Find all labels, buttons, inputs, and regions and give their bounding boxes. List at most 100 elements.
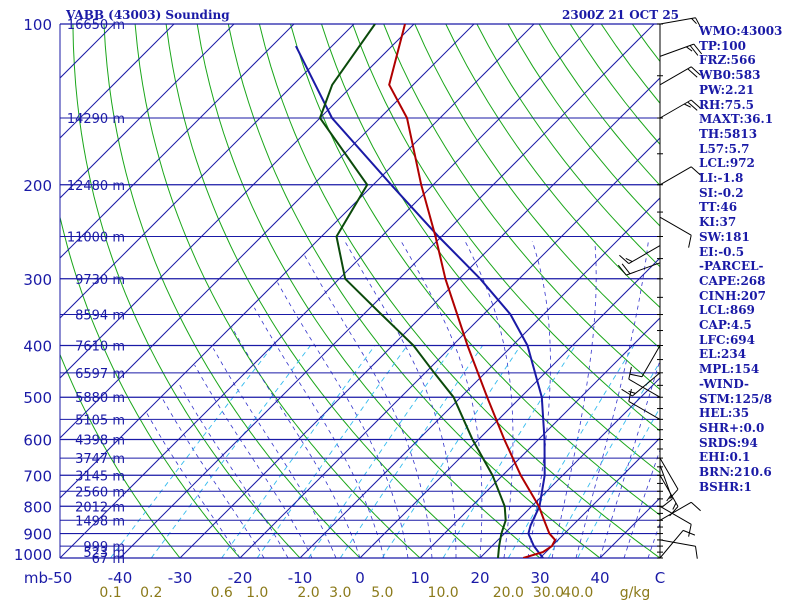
isotherm-line	[419, 317, 660, 558]
temperature-label: 10	[410, 569, 429, 587]
parcel-trace	[295, 45, 546, 558]
isotherm-line	[539, 437, 660, 558]
height-label: 3747 m	[75, 452, 125, 467]
isotherm-lines	[60, 24, 660, 558]
wind-barb	[659, 539, 698, 559]
height-label: 7610 m	[75, 340, 125, 355]
height-label: 5880 m	[75, 391, 125, 406]
mixing-ratio-label: 0.2	[140, 585, 162, 600]
isotherm-line	[479, 377, 660, 558]
stat-item: EHI:0.1	[699, 450, 751, 465]
temperature-label: 20	[470, 569, 489, 587]
stat-item: SI:-0.2	[699, 185, 744, 200]
stat-item: MPL:154	[699, 362, 760, 377]
stat-item: PW:2.21	[699, 82, 755, 97]
moist-adiabat	[212, 348, 337, 558]
isotherm-line	[179, 77, 660, 558]
moist-adiabat	[599, 358, 660, 558]
stat-item: L57:5.7	[699, 141, 750, 156]
stat-item: WB0:583	[699, 68, 761, 83]
mixing-ratio-line	[548, 360, 660, 558]
mixing-ratio-unit-label: g/kg	[620, 585, 651, 600]
wind-barb	[659, 501, 701, 521]
isotherm-line	[239, 137, 660, 558]
isotherm-line	[60, 24, 295, 259]
stat-item: SRDS:94	[699, 435, 758, 450]
wind-barb	[659, 17, 702, 30]
wind-barb	[628, 388, 661, 420]
temperature-label: -30	[168, 569, 193, 587]
isotherm-line	[60, 24, 535, 499]
height-label: 999 m	[83, 540, 125, 555]
mixing-ratio-line	[507, 345, 635, 558]
pressure-label: 500	[23, 389, 52, 407]
pressure-label: 800	[23, 498, 52, 516]
temperature-label: -40	[108, 569, 133, 587]
isotherm-line	[60, 24, 175, 139]
wind-barb	[619, 245, 661, 265]
isotherm-line	[60, 24, 595, 558]
mixing-ratio-label: 40.0	[562, 585, 593, 600]
isotherm-line	[60, 24, 235, 199]
stat-item: LFC:694	[699, 332, 755, 347]
pressure-label: 700	[23, 467, 52, 485]
wind-barb	[629, 345, 661, 378]
mixing-ratio-line	[110, 345, 274, 558]
height-label: 5105 m	[75, 413, 125, 428]
stat-item: -PARCEL-	[699, 259, 764, 274]
isotherm-line	[119, 24, 655, 558]
temperature-label: -50	[48, 569, 73, 587]
mixing-ratio-label: 10.0	[428, 585, 459, 600]
sounding-profiles	[295, 24, 557, 558]
stat-item: LCL:972	[699, 156, 755, 171]
height-label: 9730 m	[75, 273, 125, 288]
mixing-ratio-line	[339, 345, 483, 558]
dry-adiabat	[165, 24, 481, 558]
wind-barb	[659, 505, 692, 537]
moist-adiabat	[527, 240, 551, 558]
wind-barb	[659, 166, 701, 186]
stat-item: LCL:869	[699, 303, 755, 318]
wind-barb	[659, 43, 703, 57]
moist-adiabat	[178, 382, 289, 558]
stat-item: SHR+:0.0	[699, 420, 765, 435]
wind-barb	[628, 366, 661, 398]
height-label: 67 m	[92, 552, 125, 567]
moist-adiabat	[231, 327, 361, 558]
wind-barb	[659, 529, 696, 559]
stat-item: BRN:210.6	[699, 465, 772, 480]
moist-adiabat	[575, 241, 649, 558]
height-label: 3145 m	[75, 469, 125, 484]
height-label: 14290 m	[67, 112, 125, 127]
mixing-ratio-line	[577, 406, 660, 558]
pressure-label: 400	[23, 338, 52, 356]
mixing-ratio-line	[308, 345, 455, 558]
isotherm-line	[60, 24, 415, 379]
stat-item: FRZ:566	[699, 53, 756, 68]
moist-adiabat	[344, 240, 457, 558]
height-label: 2560 m	[75, 485, 125, 500]
isotherm-line	[359, 257, 660, 558]
moist-adiabat	[254, 307, 385, 558]
stat-item: CINH:207	[699, 288, 766, 303]
stat-item: RH:75.5	[699, 97, 754, 112]
dry-adiabat	[196, 24, 541, 558]
mixing-ratio-label: 0.1	[99, 585, 121, 600]
moist-adiabat	[146, 412, 241, 558]
stat-item: TP:100	[699, 38, 747, 53]
temperature-label: -10	[288, 569, 313, 587]
moist-adiabat	[303, 254, 433, 558]
mixing-ratio-label: 2.0	[297, 585, 319, 600]
isotherm-line	[299, 197, 660, 558]
stat-item: LI:-1.8	[699, 171, 744, 186]
pressure-label: 600	[23, 432, 52, 450]
mixing-ratio-line	[221, 345, 376, 558]
wind-barb	[659, 475, 679, 517]
moist-adiabat	[464, 240, 514, 558]
height-label: 16650 m	[67, 18, 125, 33]
wind-barb	[617, 262, 661, 276]
stat-item: EI:-0.5	[699, 244, 745, 259]
station-title: VABB (43003) Sounding	[66, 8, 230, 22]
isotherm-line	[60, 24, 475, 439]
